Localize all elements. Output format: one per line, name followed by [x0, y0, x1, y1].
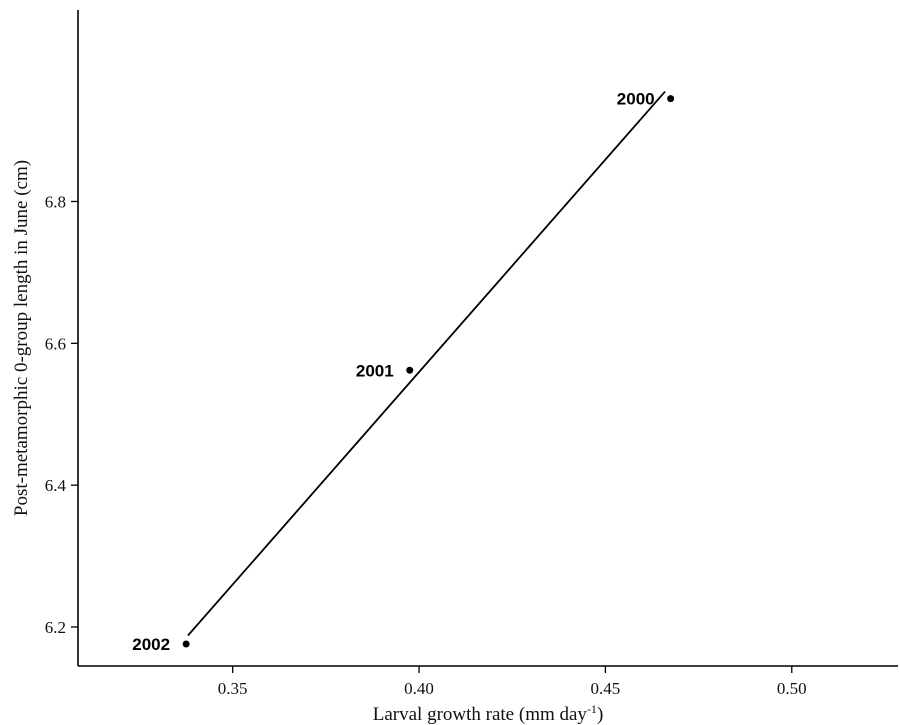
data-point-2002 [182, 640, 190, 648]
x-tick-label: 0.35 [218, 679, 248, 698]
y-ticks: 6.2 6.4 6.6 6.8 [45, 192, 78, 637]
data-points: 2000 2001 2002 [132, 90, 675, 654]
y-axis-label: Post-metamorphic 0-group length in June … [11, 160, 32, 516]
regression-line [187, 90, 666, 637]
y-tick-label: 6.8 [45, 192, 66, 211]
x-axis-label: Larval growth rate (mm day-1) [373, 702, 604, 725]
y-tick-label: 6.4 [45, 476, 67, 495]
x-tick-label: 0.40 [404, 679, 434, 698]
data-point-label-2001: 2001 [356, 361, 394, 380]
x-axis-label-superscript: -1 [587, 702, 597, 716]
x-ticks: 0.35 0.40 0.45 0.50 [218, 666, 807, 698]
data-point-2001 [406, 366, 414, 374]
fit-line-group [187, 90, 666, 637]
y-tick-label: 6.2 [45, 618, 66, 637]
data-point-label-2002: 2002 [132, 635, 170, 654]
data-point-label-2000: 2000 [617, 90, 655, 109]
axes [77, 10, 898, 667]
y-tick-label: 6.6 [45, 334, 66, 353]
x-tick-label: 0.50 [777, 679, 807, 698]
data-point-2000 [667, 95, 675, 103]
x-tick-label: 0.45 [591, 679, 621, 698]
